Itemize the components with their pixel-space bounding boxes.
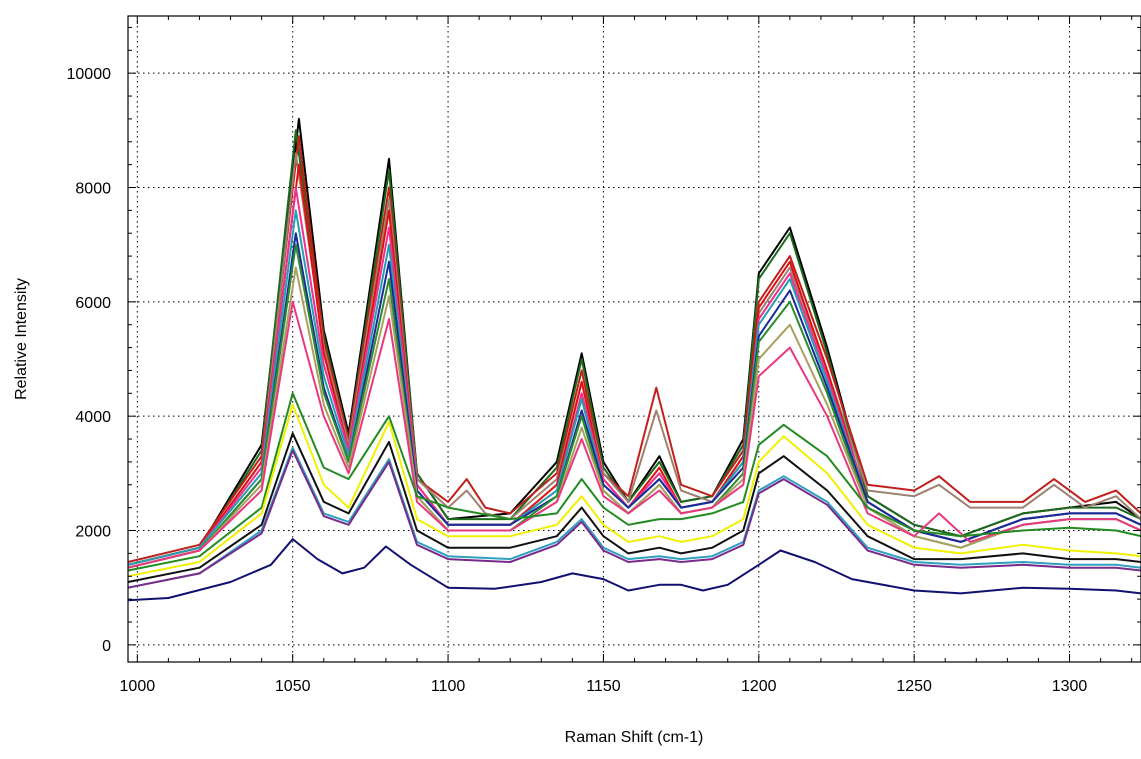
x-tick-label: 1150 (586, 678, 621, 695)
y-tick-label: 8000 (75, 181, 111, 198)
y-tick-label: 6000 (75, 295, 111, 312)
series-line-14 (127, 432, 1141, 583)
series-line-12 (127, 392, 1141, 572)
series-line-17 (127, 538, 1141, 602)
x-tick-label: 1050 (275, 678, 311, 695)
axis-ticks (128, 16, 1141, 662)
x-tick-label: 1250 (896, 678, 932, 695)
x-axis-title: Raman Shift (cm-1) (565, 729, 704, 746)
x-tick-label: 1000 (120, 678, 156, 695)
x-tick-label: 1200 (741, 678, 777, 695)
series-lines (127, 117, 1141, 602)
series-line-15 (127, 446, 1141, 589)
y-axis-title: Relative Intensity (13, 278, 30, 400)
series-line-4 (127, 152, 1141, 566)
series-line-7 (127, 209, 1141, 566)
x-tick-label: 1100 (431, 678, 466, 695)
series-line-16 (127, 449, 1141, 589)
series-line-13 (127, 403, 1141, 578)
gridlines (128, 16, 1141, 662)
x-tick-label: 1300 (1052, 678, 1088, 695)
tick-labels: 1000 1050 1100 1150 1200 1250 1300 0 2000 4000 600… (67, 66, 1088, 695)
y-tick-label: 10000 (67, 66, 112, 83)
y-tick-label: 0 (102, 638, 111, 655)
series-line-3 (127, 135, 1141, 563)
series-line-10 (127, 266, 1141, 569)
y-tick-label: 2000 (75, 524, 111, 541)
y-tick-label: 4000 (75, 409, 111, 426)
series-line-11 (127, 300, 1141, 569)
